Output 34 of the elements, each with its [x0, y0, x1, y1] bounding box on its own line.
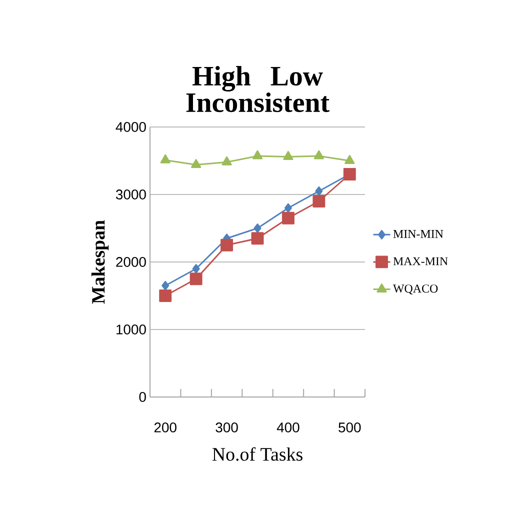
legend-label: MAX-MIN — [393, 257, 448, 266]
point — [344, 155, 355, 164]
x-tick-label: 200 — [154, 422, 176, 432]
y-tick-label: 2000 — [116, 257, 146, 267]
point — [282, 212, 294, 224]
point — [222, 156, 232, 166]
x-axis-title: No.of Tasks — [212, 447, 302, 461]
point — [252, 150, 263, 160]
point — [314, 150, 324, 160]
x-tick-label: 500 — [338, 422, 361, 432]
point — [251, 232, 264, 245]
y-tick-label: 3000 — [116, 190, 146, 200]
y-axis-title: Makespan — [91, 220, 109, 304]
point — [190, 272, 202, 286]
y-tick-label: 1000 — [116, 324, 146, 334]
y-tick-label: 4000 — [116, 122, 146, 132]
point — [160, 154, 170, 164]
y-tick-label: 0 — [139, 392, 146, 402]
point — [162, 280, 170, 290]
point — [283, 150, 294, 160]
point — [254, 224, 262, 233]
point — [159, 290, 172, 302]
point — [192, 264, 200, 274]
chart-title: High Low Inconsistent — [186, 66, 330, 112]
point — [343, 168, 356, 180]
x-tick-label: 400 — [276, 422, 300, 432]
legend-label: WQACO — [393, 284, 438, 294]
point — [191, 159, 202, 168]
point — [315, 186, 323, 196]
legend-label: MIN-MIN — [393, 230, 444, 238]
point — [312, 195, 326, 208]
point — [220, 238, 234, 252]
point — [284, 203, 292, 213]
x-tick-label: 300 — [216, 422, 238, 432]
